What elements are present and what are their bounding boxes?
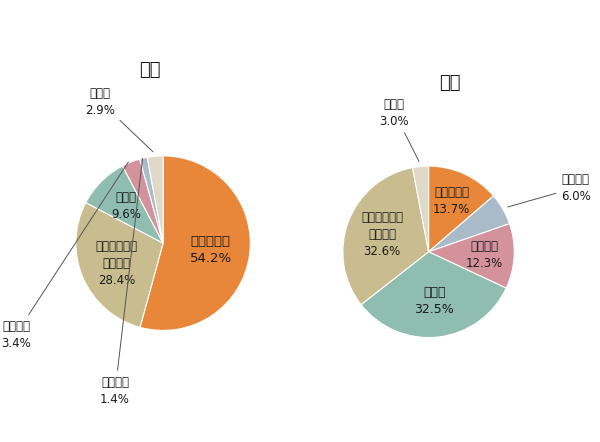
Text: その他
3.0%: その他 3.0%	[379, 98, 419, 161]
Text: 保険・年金・
定型保証
28.4%: 保険・年金・ 定型保証 28.4%	[95, 240, 137, 287]
Title: 日本: 日本	[139, 61, 161, 79]
Text: 株式等
32.5%: 株式等 32.5%	[415, 286, 454, 316]
Wedge shape	[140, 156, 250, 331]
Wedge shape	[140, 157, 163, 243]
Text: 債務証券
1.4%: 債務証券 1.4%	[100, 158, 143, 406]
Wedge shape	[428, 224, 514, 288]
Wedge shape	[428, 196, 509, 252]
Wedge shape	[147, 156, 163, 243]
Text: その他
2.9%: その他 2.9%	[85, 87, 153, 152]
Text: 投資信託
3.4%: 投資信託 3.4%	[1, 162, 128, 350]
Wedge shape	[86, 166, 163, 243]
Text: 株式等
9.6%: 株式等 9.6%	[111, 191, 141, 221]
Wedge shape	[343, 168, 428, 305]
Wedge shape	[413, 166, 428, 252]
Text: 保険・年金・
定型保証
32.6%: 保険・年金・ 定型保証 32.6%	[361, 211, 403, 258]
Text: 債務証券
6.0%: 債務証券 6.0%	[508, 172, 591, 207]
Wedge shape	[361, 252, 506, 338]
Wedge shape	[76, 202, 163, 328]
Wedge shape	[122, 159, 163, 243]
Title: 米国: 米国	[439, 74, 461, 92]
Wedge shape	[428, 166, 494, 252]
Text: 現金・預金
13.7%: 現金・預金 13.7%	[433, 186, 470, 216]
Text: 投資信託
12.3%: 投資信託 12.3%	[466, 240, 503, 270]
Text: 現金・預金
54.2%: 現金・預金 54.2%	[190, 235, 232, 265]
